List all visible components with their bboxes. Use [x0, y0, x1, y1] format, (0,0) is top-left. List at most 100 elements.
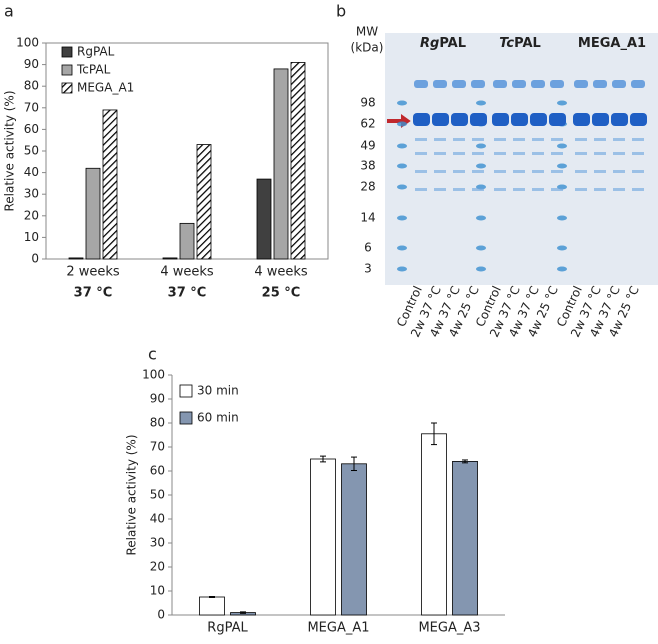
group-title-italic: Rg [420, 36, 439, 51]
y-tick-label: 50 [24, 144, 39, 158]
bar [421, 433, 447, 616]
group-title-plain: PAL [514, 36, 541, 51]
lane-band [632, 138, 644, 141]
lane-band [551, 138, 563, 141]
lane-band [532, 152, 544, 155]
lane-band [532, 170, 544, 173]
lane-band [434, 188, 446, 191]
x-tick-sublabel: 37 °C [168, 286, 207, 301]
lane-band [532, 138, 544, 141]
legend-swatch [61, 64, 73, 76]
bar [273, 68, 289, 260]
bar [256, 178, 272, 260]
lane-band [494, 152, 506, 155]
group-title: RgPAL [420, 36, 466, 51]
y-tick-label: 20 [150, 560, 165, 574]
lane-band [573, 113, 590, 126]
lane-band [611, 113, 628, 126]
group-title-plain: PAL [439, 36, 466, 51]
mw-unit: (kDa) [351, 41, 384, 55]
ladder-band [476, 163, 486, 169]
y-axis-label: Relative activity (%) [125, 434, 139, 555]
mw-marker: 28 [360, 180, 375, 194]
lane-band [613, 170, 625, 173]
x-tick-label: MEGA_A1 [307, 621, 369, 636]
lane-band [453, 152, 465, 155]
lane-band [432, 113, 449, 126]
panel-label: b [336, 2, 346, 21]
legend-label: 60 min [197, 411, 239, 425]
legend-label: TcPAL [76, 63, 111, 77]
y-tick-label: 10 [150, 584, 165, 598]
bar [310, 458, 336, 616]
ladder-band [397, 143, 407, 149]
group-title: TcPAL [499, 36, 541, 51]
ladder-band [476, 100, 486, 106]
ladder-band [557, 245, 567, 251]
bar [85, 167, 101, 260]
x-tick-label: 4 weeks [160, 265, 214, 280]
lane-band [415, 170, 427, 173]
lane-band [472, 170, 484, 173]
mw-marker: 38 [360, 159, 375, 173]
mw-marker: 98 [360, 96, 375, 110]
group-title-plain: MEGA_A1 [578, 36, 646, 51]
lane-band [413, 113, 430, 126]
ladder-band [397, 163, 407, 169]
y-tick-label: 40 [24, 165, 39, 179]
lane-band [493, 80, 507, 88]
x-tick-label: RgPAL [207, 621, 248, 636]
ladder-band [476, 215, 486, 221]
lane-band [550, 80, 564, 88]
y-tick-label: 30 [150, 536, 165, 550]
lane-band [551, 188, 563, 191]
ladder-band [397, 245, 407, 251]
bar [196, 144, 212, 260]
lane-band [453, 170, 465, 173]
legend-label: 30 min [197, 384, 239, 398]
lane-band [434, 152, 446, 155]
y-tick-label: 0 [157, 608, 165, 622]
legend-swatch [61, 46, 73, 58]
lane-band [532, 188, 544, 191]
y-tick-label: 90 [150, 392, 165, 406]
legend-swatch [179, 411, 193, 425]
lane-band [575, 170, 587, 173]
lane-band [453, 138, 465, 141]
y-tick-label: 20 [24, 208, 39, 222]
error-bar [209, 596, 215, 598]
y-tick-label: 30 [24, 187, 39, 201]
y-tick-label: 0 [31, 252, 39, 266]
mw-marker: 6 [364, 241, 372, 255]
lane-band [613, 152, 625, 155]
ladder-band [397, 215, 407, 221]
x-tick-sublabel: 37 °C [74, 286, 113, 301]
error-bar [240, 611, 246, 614]
bar [68, 257, 84, 260]
y-tick-label: 90 [24, 57, 39, 71]
mw-marker: 62 [360, 117, 375, 131]
lane-band [594, 170, 606, 173]
lane-band [415, 188, 427, 191]
lane-band [574, 80, 588, 88]
bar [199, 596, 225, 616]
lane-band [613, 138, 625, 141]
lane-band [632, 188, 644, 191]
lane-band [470, 113, 487, 126]
lane-band [594, 152, 606, 155]
lane-band [472, 152, 484, 155]
bar [290, 62, 306, 260]
lane-band [632, 170, 644, 173]
ladder-band [476, 266, 486, 272]
y-tick-label: 100 [142, 368, 165, 382]
ladder-band [476, 245, 486, 251]
y-tick-label: 60 [24, 122, 39, 136]
x-tick-label: 2 weeks [66, 265, 120, 280]
lane-band [612, 80, 626, 88]
error-bar [431, 422, 437, 446]
bar [452, 460, 478, 616]
y-axis-label: Relative activity (%) [3, 90, 17, 211]
error-bar [351, 456, 357, 472]
lane-band [414, 80, 428, 88]
